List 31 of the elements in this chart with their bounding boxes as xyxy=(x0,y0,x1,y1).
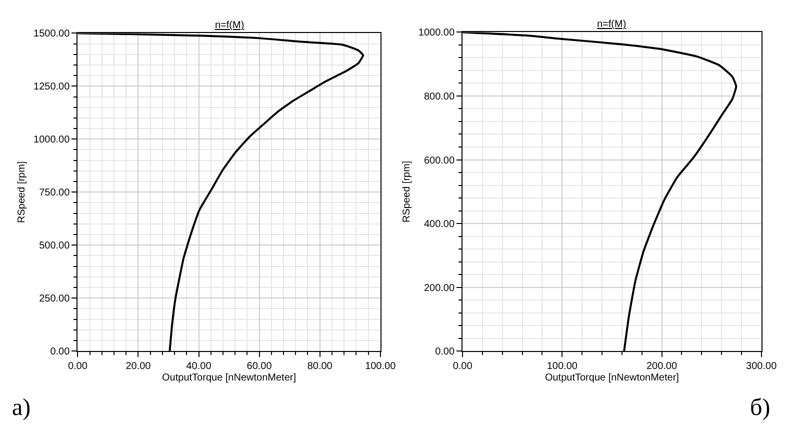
y-tick-label: 0.00 xyxy=(50,346,70,358)
text: б) xyxy=(750,395,770,421)
x-tick-label: 60.00 xyxy=(246,361,272,372)
y-tick-label: 1250.00 xyxy=(34,82,70,93)
x-tick-label: 100.00 xyxy=(546,361,578,372)
y-axis-title: RSpeed [rpm] xyxy=(16,161,28,223)
x-tick-label: 0.00 xyxy=(452,361,473,372)
y-tick-label: 1000.00 xyxy=(34,134,70,146)
text: a) xyxy=(12,395,31,421)
y-axis-title: RSpeed [rpm] xyxy=(401,160,412,222)
x-tick-label: 200.00 xyxy=(646,361,678,372)
x-tick-label: 40.00 xyxy=(186,361,212,372)
y-tick-label: 600.00 xyxy=(424,155,455,166)
x-axis-title: OutputTorque [nNewtonMeter] xyxy=(162,372,296,384)
y-tick-label: 1000.00 xyxy=(418,28,455,39)
chart-title: n=f(M) xyxy=(215,20,244,31)
y-tick-label: 800.00 xyxy=(424,91,455,102)
chart-title: n=f(M) xyxy=(597,19,626,30)
y-tick-label: 1500.00 xyxy=(34,28,70,40)
x-tick-label: 300.00 xyxy=(746,361,778,372)
x-tick-label: 100.00 xyxy=(365,361,396,372)
x-tick-label: 0.00 xyxy=(68,361,88,372)
y-tick-label: 200.00 xyxy=(424,282,455,294)
y-tick-label: 750.00 xyxy=(39,188,70,199)
y-tick-label: 0.00 xyxy=(435,346,455,358)
y-tick-label: 400.00 xyxy=(424,219,455,230)
x-axis-title: OutputTorque [nNewtonMeter] xyxy=(544,372,680,384)
x-tick-label: 80.00 xyxy=(307,361,333,372)
x-tick-label: 20.00 xyxy=(126,361,152,372)
y-tick-label: 500.00 xyxy=(39,240,70,252)
y-tick-label: 250.00 xyxy=(39,294,70,305)
